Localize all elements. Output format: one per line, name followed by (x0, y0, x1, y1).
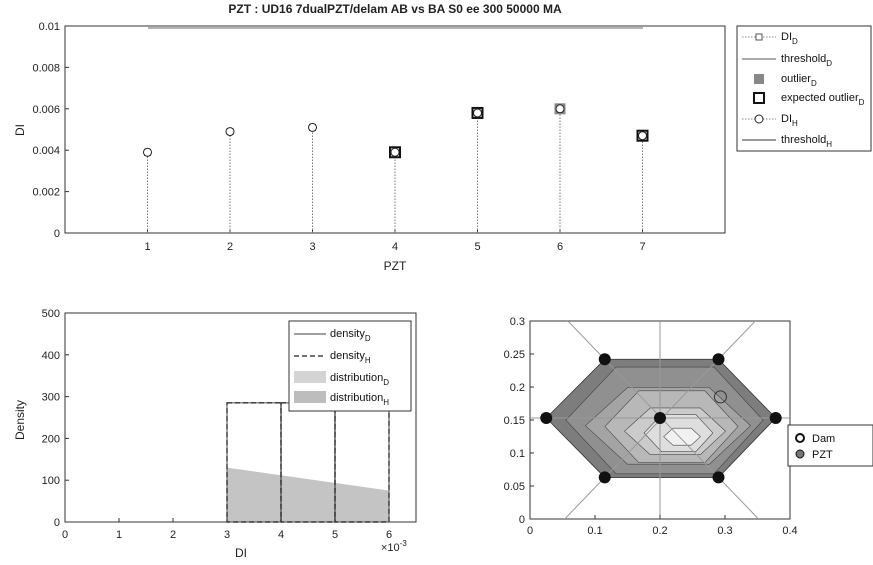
top-y-tick-label: 0.004 (32, 145, 60, 157)
top-y-tick-label: 0.002 (32, 187, 60, 199)
di-h-marker (143, 147, 152, 157)
legend-outlier-label: outlierD (781, 73, 817, 88)
di-scatter-chart: PZT : UD16 7dualPZT/delam AB vs BA S0 ee… (13, 2, 726, 273)
br-y-tick-label: 0.15 (504, 415, 525, 427)
legend-damage-label: Dam (812, 433, 835, 445)
expected-outlier-marker (471, 106, 484, 119)
top-x-tick-label: 4 (392, 241, 398, 253)
pzt-marker (654, 412, 666, 425)
legend-di-d-marker (755, 33, 763, 41)
br-y-tick-label: 0.1 (510, 448, 525, 460)
bl-y-tick-label: 0 (54, 517, 60, 529)
br-y-tick-label: 0 (519, 514, 525, 526)
damage-map-chart: 0 0.1 0.2 0.3 0.4 0 0.05 0.1 0.15 0.2 0.25 0.3 Dam P… (504, 316, 873, 537)
di-h-marker (555, 104, 565, 114)
bl-y-tick-label: 300 (42, 392, 60, 404)
legend-di-d-label: DID (781, 31, 798, 46)
chart-title: PZT : UD16 7dualPZT/delam AB vs BA S0 ee… (228, 2, 562, 16)
contour-level (663, 427, 701, 446)
expected-outlier-marker (636, 129, 649, 142)
density-legend: densityD densityH distributionD distributio… (288, 320, 412, 412)
bl-x-tick-label: 1 (116, 529, 122, 541)
bottom-left-y-axis-label: Density (13, 400, 27, 440)
legend-threshold-h-label: thresholdH (781, 134, 832, 149)
legend-density-d-label: densityD (330, 328, 371, 343)
legend-distribution-d-label: distributionD (330, 372, 389, 387)
bl-y-tick-label: 100 (42, 475, 60, 487)
bl-y-tick-label: 500 (42, 308, 60, 320)
top-x-axis-label: PZT (384, 259, 407, 273)
br-x-tick-label: 0.2 (652, 525, 667, 537)
top-legend-box (736, 25, 872, 152)
legend-damage-marker (795, 433, 805, 443)
pzt-marker (598, 471, 611, 484)
legend-di-h-marker (754, 114, 764, 124)
di-h-marker (638, 131, 647, 141)
pzt-marker (712, 353, 725, 366)
legend-distribution-d-swatch (294, 371, 326, 383)
pzt-marker (540, 412, 553, 425)
br-y-tick-label: 0.05 (504, 481, 525, 493)
di-h-marker (390, 147, 400, 157)
pzt-marker (769, 412, 782, 425)
top-x-tick-label: 7 (639, 241, 645, 253)
top-x-tick-label: 3 (309, 241, 315, 253)
br-y-tick-label: 0.2 (510, 382, 525, 394)
distribution-h-area (227, 467, 389, 522)
expected-outlier-marker (389, 146, 401, 159)
br-x-tick-label: 0.4 (782, 525, 797, 537)
legend-density-h-label: densityH (330, 350, 371, 365)
top-x-tick-label: 1 (144, 241, 150, 253)
top-x-tick-label: 5 (474, 241, 480, 253)
top-x-tick-label: 6 (557, 241, 563, 253)
di-h-marker (225, 127, 235, 137)
top-y-tick-label: 0 (54, 228, 60, 240)
top-y-tick-label: 0.01 (39, 21, 60, 33)
bl-x-tick-label: 3 (224, 529, 230, 541)
br-y-tick-label: 0.3 (510, 316, 525, 328)
density-chart: 0 1 2 3 4 5 6 0 100 200 300 400 500 DI Density ×10-3… (13, 308, 417, 560)
br-x-tick-label: 0.1 (587, 525, 602, 537)
bl-y-tick-label: 200 (42, 433, 60, 445)
legend-threshold-d-label: thresholdD (781, 53, 832, 68)
bl-x-tick-label: 4 (278, 529, 284, 541)
legend-expected-outlier-marker (753, 92, 765, 104)
legend-expected-outlier-label: expected outlierD (781, 92, 865, 107)
map-legend: Dam PZT (787, 424, 873, 467)
br-x-tick-label: 0.3 (717, 525, 732, 537)
br-y-tick-label: 0.25 (504, 349, 525, 361)
bl-x-tick-label: 6 (386, 529, 392, 541)
top-x-tick-label: 2 (227, 241, 233, 253)
br-x-tick-label: 0 (527, 525, 533, 537)
bl-x-tick-label: 0 (62, 529, 68, 541)
damage-marker (713, 390, 727, 404)
top-y-tick-label: 0.006 (32, 104, 60, 116)
pzt-marker (712, 471, 725, 484)
bottom-left-x-axis-label: DI (235, 546, 247, 560)
bl-x-tick-label: 2 (170, 529, 176, 541)
legend-outlier-marker (754, 74, 764, 84)
x-axis-multiplier: ×10-3 (381, 539, 407, 554)
legend-distribution-h-swatch (294, 391, 326, 403)
di-h-marker (473, 108, 482, 118)
legend-di-h-label: DIH (781, 113, 798, 128)
di-h-marker (308, 122, 317, 132)
pzt-marker (598, 353, 611, 366)
top-y-axis-label: DI (13, 124, 27, 136)
top-legend: DID thresholdD outlierD expected outlierD DI… (736, 25, 872, 152)
legend-distribution-h-label: distributionH (330, 392, 389, 407)
top-y-tick-label: 0.008 (32, 62, 60, 74)
map-legend-box (787, 424, 873, 467)
legend-pzt-label: PZT (812, 449, 833, 461)
legend-pzt-marker (795, 449, 805, 459)
bl-x-tick-label: 5 (332, 529, 338, 541)
bl-y-tick-label: 400 (42, 350, 60, 362)
